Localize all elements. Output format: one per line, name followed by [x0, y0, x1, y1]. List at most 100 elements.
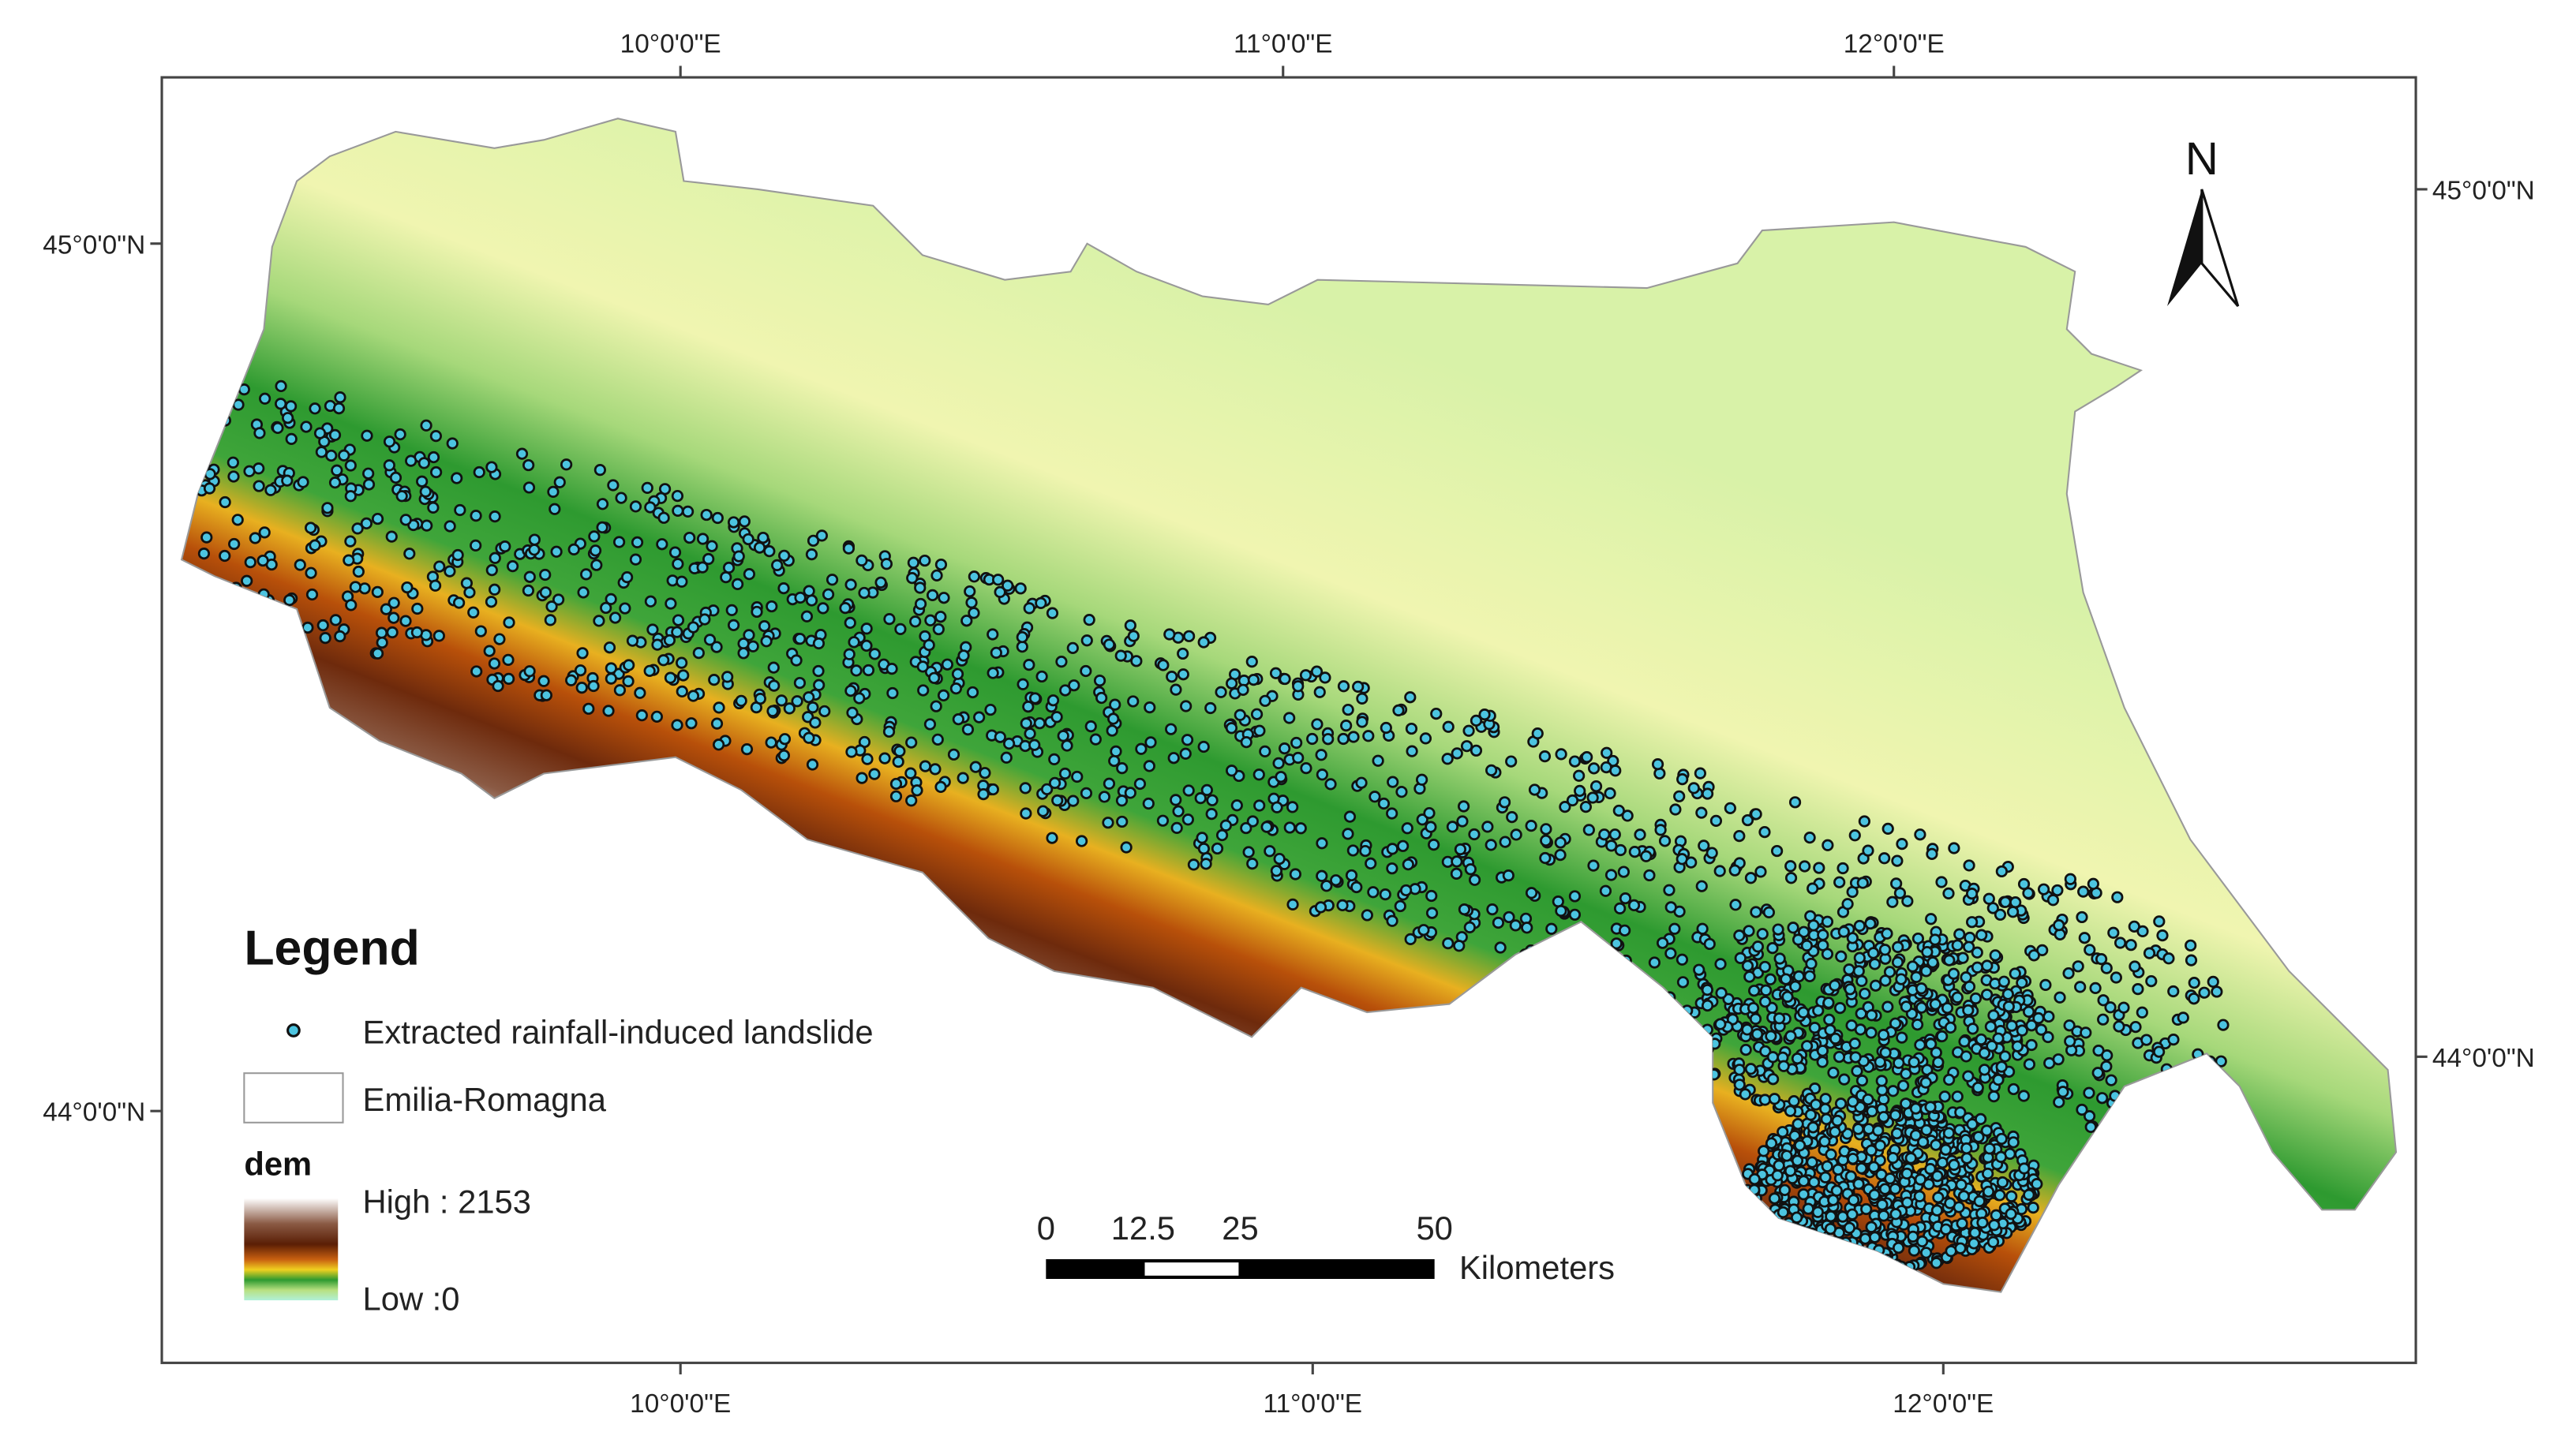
landslide-point: [2007, 1136, 2020, 1149]
landslide-point: [698, 613, 711, 626]
landslide-point: [720, 571, 732, 584]
landslide-point: [1971, 946, 1983, 959]
landslide-point: [1614, 843, 1627, 857]
landslide-point: [969, 761, 982, 773]
landslide-point: [843, 648, 856, 660]
landslide-point: [1028, 692, 1042, 705]
landslide-point: [2167, 1034, 2180, 1046]
landslide-point: [1758, 1094, 1771, 1106]
landslide-point: [1956, 1217, 1968, 1230]
landslide-point: [203, 482, 216, 495]
landslide-point: [1878, 852, 1891, 865]
landslide-point: [957, 649, 970, 662]
landslide-point: [1852, 1123, 1865, 1135]
landslide-point: [1579, 801, 1593, 813]
landslide-point: [813, 679, 826, 691]
landslide-point: [1865, 1221, 1878, 1233]
landslide-point: [1170, 821, 1183, 834]
landslide-point: [964, 585, 976, 598]
landslide-point: [1619, 892, 1632, 905]
landslide-point: [2156, 929, 2169, 942]
landslide-point: [1968, 1237, 1980, 1250]
landslide-point: [911, 784, 923, 797]
landslide-point: [926, 589, 939, 601]
landslide-point: [1613, 902, 1627, 914]
landslide-point: [328, 428, 342, 441]
landslide-point: [1744, 1063, 1758, 1075]
landslide-point: [1252, 768, 1265, 781]
landslide-point: [1833, 1050, 1846, 1064]
landslide-point: [1824, 1222, 1837, 1236]
landslide-point: [2084, 944, 2096, 956]
landslide-point: [2042, 1030, 2054, 1044]
landslide-point: [1456, 815, 1469, 828]
landslide-point: [1020, 807, 1032, 820]
landslide-point: [1539, 851, 1552, 865]
landslide-point: [1733, 929, 1746, 942]
landslide-point: [1568, 890, 1582, 903]
landslide-point: [1760, 984, 1773, 996]
landslide-point: [228, 537, 241, 551]
landslide-point: [451, 472, 463, 484]
landslide-point: [560, 458, 573, 471]
landslide-point: [735, 694, 747, 707]
landslide-point: [1356, 716, 1368, 728]
landslide-point: [1939, 1143, 1953, 1156]
landslide-point: [1960, 1050, 1972, 1063]
landslide-point: [1283, 712, 1296, 724]
landslide-point: [1868, 1231, 1881, 1243]
landslide-point: [1279, 742, 1291, 755]
landslide-point: [1367, 886, 1380, 899]
landslide-point: [1911, 1019, 1924, 1031]
landslide-point: [1225, 722, 1238, 735]
landslide-point: [305, 588, 319, 601]
landslide-point: [1780, 973, 1792, 985]
landslide-point: [1116, 815, 1129, 828]
landslide-point: [672, 614, 685, 626]
landslide-point: [256, 554, 269, 567]
landslide-point: [1441, 753, 1454, 765]
landslide-point: [1833, 1001, 1847, 1015]
landslide-point: [862, 664, 875, 677]
landslide-point: [676, 685, 688, 698]
landslide-point: [1765, 1137, 1778, 1150]
landslide-point: [2087, 877, 2099, 890]
landslide-point: [2078, 932, 2091, 944]
landslide-point: [1914, 828, 1926, 841]
landslide-point: [924, 614, 937, 626]
landslide-point: [528, 544, 541, 556]
landslide-point: [1975, 1033, 1987, 1046]
landslide-point: [376, 636, 388, 649]
landslide-point: [1913, 1190, 1926, 1202]
landslide-point: [1951, 939, 1964, 952]
landslide-point: [1758, 960, 1771, 974]
landslide-point: [1806, 1156, 1818, 1168]
landslide-point: [1135, 742, 1148, 755]
landslide-point: [1741, 959, 1754, 972]
landslide-point: [1124, 619, 1136, 632]
landslide-point: [615, 492, 627, 504]
landslide-point: [1758, 996, 1772, 1008]
landslide-point: [2215, 1055, 2227, 1067]
landslide-points: [192, 364, 2230, 1273]
landslide-point: [775, 694, 788, 707]
landslide-point: [1669, 803, 1682, 816]
landslide-point: [582, 702, 595, 715]
landslide-point: [812, 637, 826, 650]
landslide-point: [1604, 869, 1618, 881]
landslide-point: [1337, 732, 1350, 746]
landslide-point: [766, 705, 779, 717]
landslide-point: [1372, 754, 1384, 767]
landslide-point: [1891, 854, 1904, 867]
landslide-point: [1107, 712, 1120, 725]
landslide-point: [1818, 1135, 1831, 1148]
landslide-point: [2077, 885, 2090, 898]
landslide-point: [1197, 740, 1210, 753]
landslide-point: [1771, 1169, 1784, 1182]
landslide-point: [1811, 1206, 1824, 1218]
landslide-point: [1315, 749, 1327, 761]
landslide-point: [2054, 991, 2066, 1004]
landslide-point: [1852, 1177, 1865, 1191]
landslide-point: [1940, 1223, 1953, 1236]
landslide-point: [1035, 670, 1048, 683]
